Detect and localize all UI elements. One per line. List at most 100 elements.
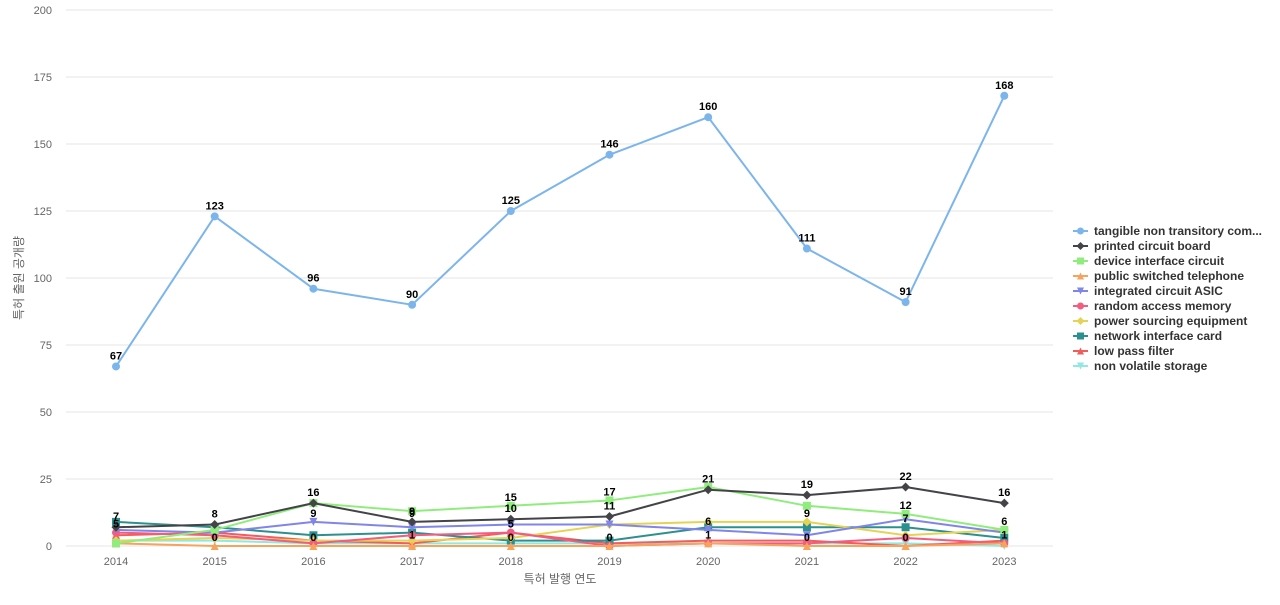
- data-point-marker: [1077, 272, 1084, 280]
- data-label: 0: [508, 532, 514, 544]
- data-point-marker: [1077, 332, 1084, 340]
- data-label: 17: [603, 486, 615, 498]
- data-point-marker: [704, 113, 713, 122]
- data-point-marker: [802, 523, 811, 532]
- data-point-marker: [408, 523, 417, 532]
- data-label: 21: [702, 474, 714, 486]
- data-label: 123: [206, 200, 224, 212]
- data-point-marker: [901, 542, 910, 550]
- y-tick-label: 100: [34, 273, 52, 285]
- data-label: 0: [212, 532, 218, 544]
- y-tick-label: 0: [46, 541, 52, 553]
- series-line: [115, 531, 1005, 547]
- legend-item[interactable]: low pass filter: [1073, 344, 1174, 358]
- data-label: 19: [801, 479, 813, 491]
- data-point-marker: [1077, 257, 1084, 265]
- data-point-marker: [506, 542, 515, 550]
- data-point-marker: [506, 207, 515, 215]
- data-point-marker: [605, 512, 614, 522]
- data-label: 168: [995, 80, 1013, 92]
- legend-label: device interface circuit: [1094, 254, 1224, 268]
- data-label: 5: [508, 519, 514, 531]
- data-label: 0: [804, 532, 810, 544]
- data-point-marker: [112, 362, 120, 371]
- grid-layer: [66, 9, 1053, 547]
- data-label: 146: [600, 139, 618, 151]
- x-tick-label: 2022: [893, 556, 917, 568]
- data-label: 6: [1001, 516, 1007, 528]
- y-tick-label: 200: [34, 5, 52, 17]
- data-point-marker: [1077, 362, 1084, 370]
- data-label: 1: [705, 529, 711, 541]
- data-label: 1: [409, 529, 415, 541]
- data-point-marker: [1077, 302, 1084, 310]
- series-line: [115, 531, 1005, 547]
- legend-label: integrated circuit ASIC: [1094, 284, 1223, 298]
- data-point-marker: [802, 501, 811, 510]
- data-label: 12: [899, 500, 911, 512]
- data-point-marker: [1077, 347, 1084, 355]
- x-tick-label: 2015: [202, 556, 226, 568]
- data-point-marker: [704, 539, 713, 548]
- legend-item[interactable]: network interface card: [1073, 329, 1222, 343]
- data-label: 9: [409, 506, 415, 518]
- y-tick-label: 75: [40, 340, 52, 352]
- data-label: 111: [798, 233, 815, 245]
- data-label: 7: [113, 511, 119, 523]
- data-label: 15: [505, 492, 517, 504]
- series-1: [111, 482, 1009, 532]
- data-point-marker: [408, 300, 417, 309]
- data-point-marker: [210, 542, 219, 550]
- legend-item[interactable]: non volatile storage: [1073, 359, 1208, 373]
- data-label: 0: [903, 532, 909, 544]
- legend-item[interactable]: public switched telephone: [1073, 269, 1244, 283]
- x-tick-label: 2021: [795, 556, 819, 568]
- y-axis-ticks: 0 25 50 75 100 125 150 175 200: [34, 5, 52, 553]
- data-point-marker: [506, 501, 515, 510]
- data-point-marker: [605, 150, 614, 159]
- legend-item[interactable]: power sourcing equipment: [1073, 314, 1247, 328]
- x-tick-label: 2014: [104, 556, 128, 568]
- data-point-marker: [605, 542, 614, 550]
- data-label: 16: [307, 487, 319, 499]
- legend-item[interactable]: random access memory: [1073, 299, 1232, 313]
- data-point-marker: [112, 539, 120, 548]
- data-label: 67: [110, 350, 122, 362]
- data-label: 160: [699, 101, 717, 113]
- data-point-marker: [802, 490, 812, 500]
- data-point-marker: [210, 525, 219, 534]
- legend-item[interactable]: tangible non transitory com...: [1073, 224, 1262, 238]
- data-point-marker: [506, 520, 515, 529]
- data-label: 9: [409, 508, 415, 520]
- data-point-marker: [309, 517, 318, 526]
- legend-item[interactable]: printed circuit board: [1073, 239, 1211, 253]
- y-tick-label: 125: [34, 206, 52, 218]
- data-point-marker: [1076, 317, 1085, 325]
- data-label: 125: [502, 195, 520, 207]
- series-line: [115, 518, 1005, 537]
- data-point-marker: [704, 525, 713, 534]
- legend-item[interactable]: integrated circuit ASIC: [1073, 284, 1223, 298]
- series-line: [115, 486, 1005, 529]
- data-label: 5: [113, 519, 119, 531]
- data-label: 9: [804, 508, 810, 520]
- x-axis-ticks: 2014 2015 2016 2017 2018 2019 2020 2021 2022 2023: [104, 556, 1017, 568]
- data-point-marker: [1076, 242, 1085, 250]
- data-point-marker: [309, 542, 318, 550]
- data-point-marker: [1000, 533, 1009, 542]
- data-point-marker: [1077, 227, 1084, 235]
- data-point-marker: [309, 531, 318, 540]
- data-point-marker: [506, 528, 515, 537]
- legend-item[interactable]: device interface circuit: [1073, 254, 1224, 268]
- x-tick-label: 2016: [301, 556, 325, 568]
- data-point-marker: [605, 496, 614, 505]
- data-point-marker: [407, 517, 417, 527]
- data-point-marker: [210, 520, 220, 530]
- legend-label: low pass filter: [1094, 344, 1174, 358]
- y-tick-label: 175: [34, 72, 52, 84]
- data-label: 0: [606, 532, 612, 544]
- legend-label: printed circuit board: [1094, 239, 1211, 253]
- data-point-marker: [1000, 91, 1009, 100]
- data-point-marker: [703, 485, 713, 495]
